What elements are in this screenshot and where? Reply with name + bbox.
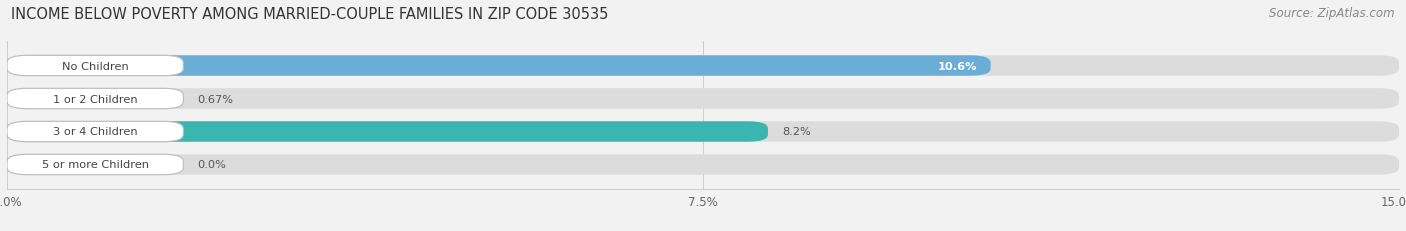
FancyBboxPatch shape [7,89,1399,109]
FancyBboxPatch shape [7,56,1399,76]
Text: Source: ZipAtlas.com: Source: ZipAtlas.com [1270,7,1395,20]
Text: No Children: No Children [62,61,128,71]
FancyBboxPatch shape [7,122,1399,142]
FancyBboxPatch shape [7,155,1399,175]
FancyBboxPatch shape [7,56,991,76]
Text: INCOME BELOW POVERTY AMONG MARRIED-COUPLE FAMILIES IN ZIP CODE 30535: INCOME BELOW POVERTY AMONG MARRIED-COUPL… [11,7,609,22]
FancyBboxPatch shape [7,122,183,142]
Text: 8.2%: 8.2% [782,127,811,137]
Text: 3 or 4 Children: 3 or 4 Children [53,127,138,137]
Text: 5 or more Children: 5 or more Children [42,160,149,170]
FancyBboxPatch shape [7,89,183,109]
Text: 0.67%: 0.67% [197,94,233,104]
Text: 0.0%: 0.0% [197,160,226,170]
FancyBboxPatch shape [7,155,157,175]
Text: 10.6%: 10.6% [938,61,977,71]
FancyBboxPatch shape [7,155,183,175]
Text: 1 or 2 Children: 1 or 2 Children [53,94,138,104]
FancyBboxPatch shape [7,56,183,76]
FancyBboxPatch shape [7,122,768,142]
FancyBboxPatch shape [7,89,183,109]
